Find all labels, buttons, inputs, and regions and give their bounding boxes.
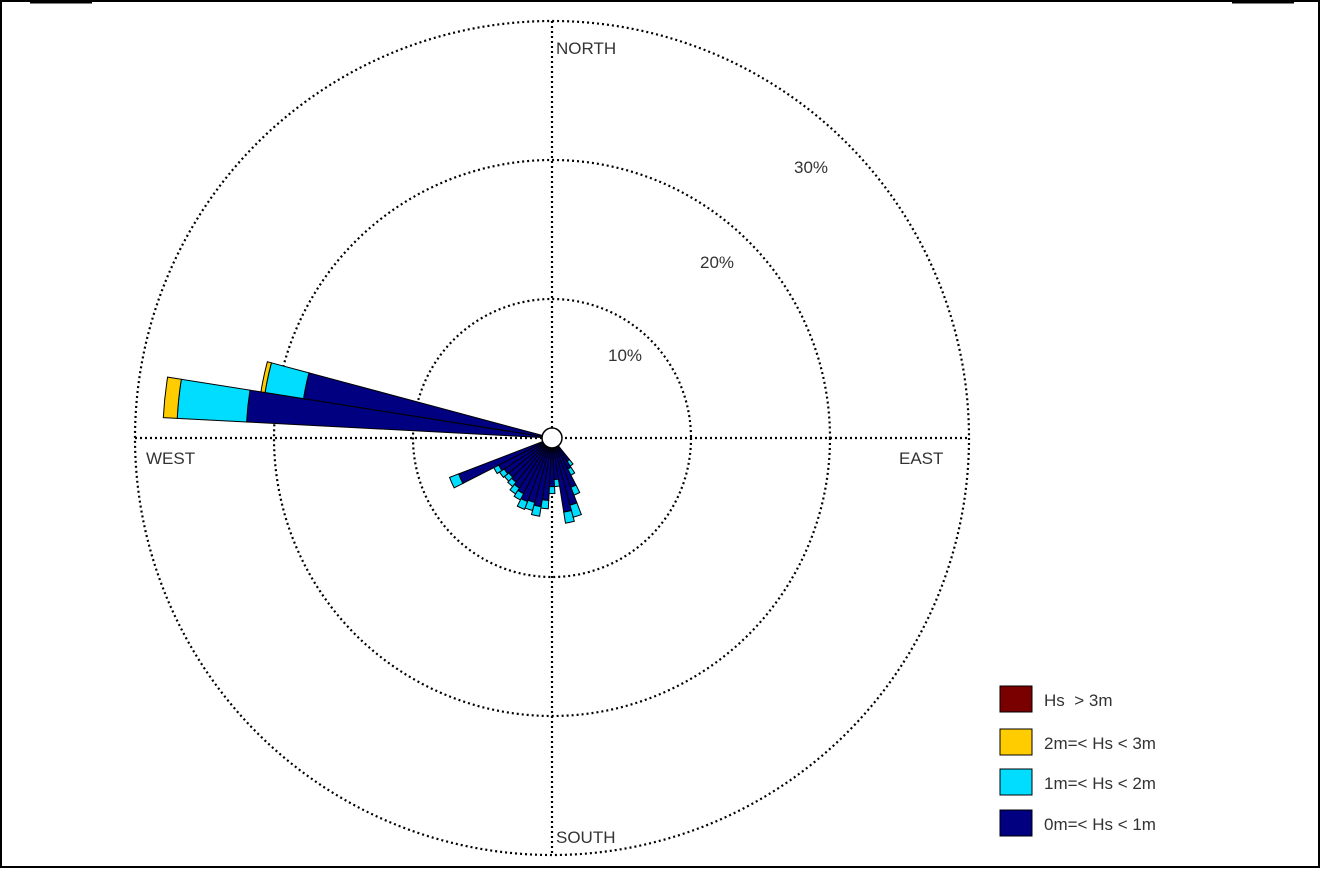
legend: Hs > 3m 2m=< Hs < 3m 1m=< Hs < 2m 0m=< H… [999,685,1156,837]
sector-192-1to2m-bar [530,504,542,517]
sector-282-2to3m-bar [260,361,273,394]
sector-144-1to2m-bar [566,458,574,467]
ring-label-20: 20% [700,253,734,272]
sector-276-1to2m-bar [176,378,251,423]
east-label: EAST [899,449,943,468]
sector-168-1to2m-bar [563,509,575,524]
legend-label-gt3m: Hs > 3m [1044,691,1113,710]
ring-label-30: 30% [794,158,828,177]
center-hub [541,427,563,449]
sector-276-2to3m-bar [162,376,182,419]
sector-186-1to2m-bar [540,499,550,510]
sector-198-1to2m-bar [524,499,536,512]
sector-bars [162,361,583,524]
west-label: WEST [146,449,195,468]
sector-282-1to2m-bar [264,362,310,400]
legend-swatch-2to3m [999,728,1033,756]
legend-swatch-gt3m [999,685,1033,713]
legend-swatch-0to1m [999,809,1033,837]
axis-labels: NORTH EAST SOUTH WEST 10% 20% 30% [146,39,943,847]
legend-label-0to1m: 0m=< Hs < 1m [1044,815,1156,834]
ring-label-10: 10% [608,346,642,365]
legend-swatch-1to2m [999,768,1033,796]
grid-ring-30 [133,19,971,857]
sector-162-1to2m-bar [569,502,583,518]
legend-label-2to3m: 2m=< Hs < 3m [1044,734,1156,753]
sector-180-1to2m-bar [548,486,556,495]
legend-label-1to2m: 1m=< Hs < 2m [1044,774,1156,793]
south-label: SOUTH [556,828,616,847]
sector-204-1to2m-bar [516,498,529,511]
sector-246-1to2m-bar [448,473,464,489]
north-label: NORTH [556,39,616,58]
sector-156-1to2m-bar [570,484,581,496]
sector-150-1to2m-bar [567,466,576,476]
